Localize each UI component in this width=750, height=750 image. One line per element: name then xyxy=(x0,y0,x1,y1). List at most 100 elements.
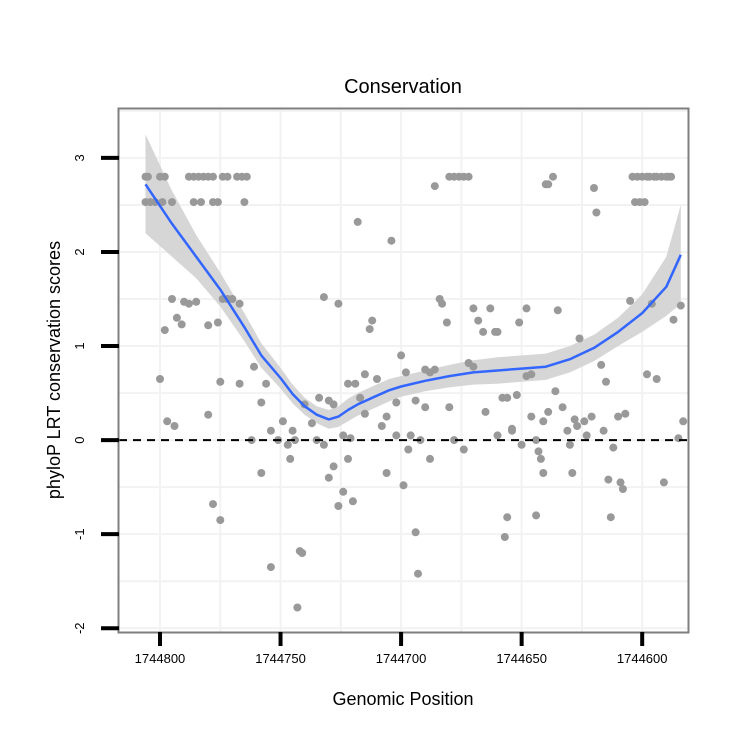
data-point xyxy=(503,393,512,402)
data-point xyxy=(406,431,415,440)
data-point xyxy=(621,409,630,418)
data-point xyxy=(262,379,271,388)
data-point xyxy=(573,422,582,430)
data-point xyxy=(293,603,302,612)
data-point xyxy=(616,478,625,487)
data-point xyxy=(168,198,176,207)
data-point xyxy=(421,403,430,412)
panel-border xyxy=(117,107,690,634)
data-point xyxy=(286,454,295,463)
data-point xyxy=(512,391,521,399)
smooth-line xyxy=(144,183,682,421)
data-point xyxy=(676,301,685,310)
data-point xyxy=(582,431,591,440)
data-point xyxy=(534,447,543,456)
data-point xyxy=(404,445,413,454)
data-point xyxy=(235,379,244,388)
data-point xyxy=(609,443,618,452)
data-point xyxy=(679,417,688,426)
data-point xyxy=(319,293,328,302)
data-point xyxy=(553,306,562,315)
data-point xyxy=(339,431,348,440)
x-tick-label: 1744650 xyxy=(496,651,547,666)
data-point xyxy=(430,365,439,374)
chart-title: Conservation xyxy=(344,76,462,98)
data-point xyxy=(450,436,459,445)
x-tick-label: 1744600 xyxy=(617,651,668,666)
x-tick-label: 1744700 xyxy=(376,651,427,666)
data-point xyxy=(532,511,541,520)
confidence-ribbon xyxy=(145,134,681,429)
y-axis: -2 -1 0 1 2 3 xyxy=(72,154,119,634)
data-point xyxy=(539,469,548,477)
data-point xyxy=(266,426,275,435)
data-point xyxy=(348,497,357,506)
data-point xyxy=(213,318,222,327)
data-point xyxy=(240,198,249,207)
data-point xyxy=(339,487,348,496)
data-point xyxy=(411,396,420,405)
data-point xyxy=(392,398,401,407)
data-point xyxy=(592,208,601,217)
y-tick-label: -1 xyxy=(72,528,87,540)
data-point xyxy=(216,377,225,386)
data-point xyxy=(565,440,574,449)
data-point xyxy=(536,454,545,463)
data-point xyxy=(172,313,181,322)
data-point xyxy=(445,403,454,412)
data-point xyxy=(493,431,502,440)
data-point xyxy=(551,387,560,396)
data-point xyxy=(614,412,623,421)
data-point xyxy=(223,172,232,181)
data-point xyxy=(493,327,502,336)
data-point xyxy=(544,180,553,189)
data-point xyxy=(606,513,615,522)
data-point xyxy=(197,198,205,207)
data-point xyxy=(283,440,292,449)
data-point xyxy=(544,407,553,416)
data-point xyxy=(515,318,524,327)
data-point xyxy=(266,563,275,572)
data-point xyxy=(459,445,468,454)
data-point xyxy=(307,419,316,428)
x-axis-label: Genomic Position xyxy=(332,689,473,709)
data-point xyxy=(517,440,526,449)
points-layer xyxy=(141,172,688,612)
data-point xyxy=(156,375,164,383)
data-point xyxy=(344,454,352,463)
data-point xyxy=(659,478,668,487)
data-point xyxy=(177,320,186,329)
data-point xyxy=(522,304,531,313)
data-point xyxy=(640,198,649,207)
data-point xyxy=(618,485,627,493)
data-point xyxy=(397,351,406,360)
data-point xyxy=(503,513,512,522)
data-point xyxy=(438,299,447,308)
data-point xyxy=(143,172,152,181)
data-point xyxy=(204,410,213,419)
data-point xyxy=(549,172,557,181)
data-point xyxy=(209,500,217,509)
data-point xyxy=(257,398,266,407)
data-point xyxy=(365,325,374,334)
data-point xyxy=(469,304,478,313)
data-point xyxy=(356,393,365,402)
data-point xyxy=(469,362,478,371)
y-tick-label: 1 xyxy=(72,342,87,349)
data-point xyxy=(163,417,172,426)
data-point xyxy=(532,436,541,445)
y-tick-label: 3 xyxy=(72,154,87,161)
data-point xyxy=(228,295,237,303)
data-point xyxy=(204,321,213,330)
data-point xyxy=(481,407,490,416)
data-point xyxy=(522,372,531,381)
data-point xyxy=(575,334,584,343)
data-point xyxy=(580,417,589,426)
x-tick-label: 1744800 xyxy=(135,651,186,666)
data-point xyxy=(527,412,536,421)
data-point xyxy=(168,295,176,303)
data-point xyxy=(604,475,613,484)
data-point xyxy=(652,375,661,383)
data-point xyxy=(257,469,266,477)
